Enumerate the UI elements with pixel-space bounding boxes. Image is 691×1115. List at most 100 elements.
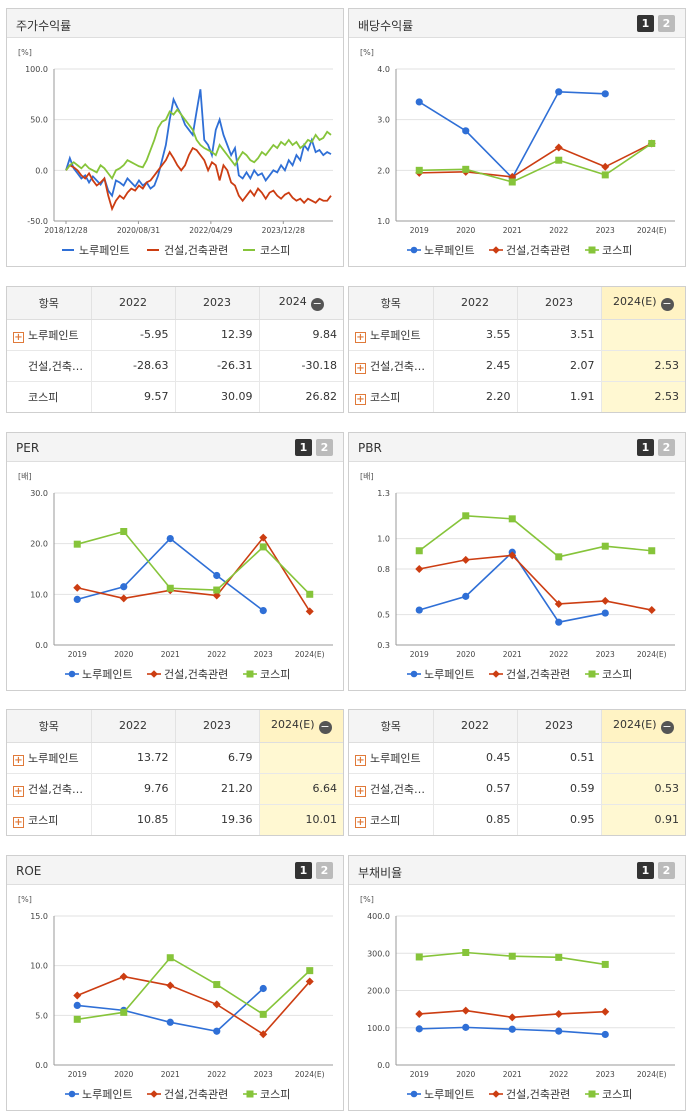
column-header: 2023 bbox=[516, 287, 601, 320]
page-1-button[interactable]: 1 bbox=[637, 862, 654, 879]
table-cell: 0.59 bbox=[516, 772, 601, 804]
row-label: 노루페인트 bbox=[370, 751, 421, 765]
data-point bbox=[166, 954, 174, 962]
expand-icon[interactable]: + bbox=[355, 331, 366, 343]
row-name: + 노루페인트 bbox=[349, 741, 433, 773]
page-2-button[interactable]: 2 bbox=[316, 862, 333, 879]
per-panel: PER 1 2 [배] 30.0 20.0 10.0 0.0 2019 2020 2021 20… bbox=[6, 432, 344, 691]
collapse-icon[interactable]: − bbox=[660, 719, 674, 734]
page-2-button[interactable]: 2 bbox=[658, 439, 675, 456]
table-row: 건설,건축… -28.63 -26.31 -30.18 bbox=[7, 349, 343, 381]
x-tick-label: 2022 bbox=[549, 1070, 568, 1079]
legend-label: 노루페인트 bbox=[79, 244, 130, 257]
table-cell: 6.64 bbox=[258, 772, 343, 804]
column-header-label: 2022 bbox=[461, 719, 489, 733]
collapse-icon[interactable]: − bbox=[310, 296, 324, 311]
data-point bbox=[462, 165, 470, 173]
page-2-button[interactable]: 2 bbox=[658, 862, 675, 879]
table-cell: 19.36 bbox=[174, 803, 259, 835]
legend-marker bbox=[150, 1090, 158, 1098]
y-tick-label: 50.0 bbox=[30, 116, 48, 125]
column-header-label: 항목 bbox=[380, 719, 401, 733]
series-line bbox=[77, 537, 264, 612]
panel-header: 부채비율 1 2 bbox=[349, 856, 685, 885]
y-tick-label: 0.8 bbox=[377, 565, 390, 574]
column-header: 2024(E) − bbox=[600, 287, 685, 320]
data-point bbox=[119, 972, 128, 981]
legend-item: 건설,건축관련 bbox=[147, 668, 228, 681]
legend-label: 건설,건축관련 bbox=[164, 1088, 228, 1101]
page-1-button[interactable]: 1 bbox=[637, 15, 654, 32]
x-tick-label: 2019 bbox=[410, 1070, 429, 1079]
table-cell: 6.79 bbox=[174, 741, 259, 773]
row-label: 건설,건축… bbox=[370, 359, 425, 373]
table-row: 코스피 9.57 30.09 26.82 bbox=[7, 380, 343, 412]
page-2-button[interactable]: 2 bbox=[316, 439, 333, 456]
table-cell: 0.51 bbox=[516, 741, 601, 773]
data-point bbox=[166, 981, 175, 990]
expand-icon[interactable]: + bbox=[355, 816, 366, 828]
row-name: + 노루페인트 bbox=[349, 318, 433, 350]
table-cell: 10.85 bbox=[90, 803, 175, 835]
page-1-button[interactable]: 1 bbox=[295, 862, 312, 879]
data-table: 항목 2022 2023 2024(E) − + 노루페인트 0.45 0.51 + 건설,건축… 0… bbox=[349, 710, 685, 835]
legend-label: 건설,건축관련 bbox=[164, 244, 228, 257]
column-header: 2023 bbox=[516, 710, 601, 743]
y-tick-label: 0.0 bbox=[35, 166, 48, 175]
legend-marker bbox=[492, 1090, 500, 1098]
row-name: + 코스피 bbox=[349, 803, 433, 835]
data-point bbox=[601, 1007, 610, 1016]
table-cell: 10.01 bbox=[258, 803, 343, 835]
column-header-label: 2024(E) bbox=[612, 717, 657, 731]
legend-label: 코스피 bbox=[260, 668, 290, 681]
panel-header: ROE 1 2 bbox=[7, 856, 343, 885]
legend-item: 노루페인트 bbox=[407, 668, 475, 681]
column-header-label: 2023 bbox=[203, 296, 231, 310]
data-point bbox=[213, 1027, 221, 1035]
expand-icon[interactable]: + bbox=[13, 785, 24, 797]
page-1-button[interactable]: 1 bbox=[637, 439, 654, 456]
data-table: 항목 2022 2023 2024(E) − + 노루페인트 3.55 3.51 + 건설,건축… 2… bbox=[349, 287, 685, 412]
x-tick-label: 2021 bbox=[161, 1070, 180, 1079]
x-tick-label: 2024(E) bbox=[637, 1070, 667, 1079]
series-line bbox=[419, 142, 653, 183]
legend-label: 노루페인트 bbox=[424, 1088, 475, 1101]
data-point bbox=[415, 98, 423, 106]
column-header: 항목 bbox=[7, 710, 91, 743]
page-1-button[interactable]: 1 bbox=[295, 439, 312, 456]
collapse-icon[interactable]: − bbox=[660, 296, 674, 311]
page-2-button[interactable]: 2 bbox=[658, 15, 675, 32]
x-tick-label: 2018/12/28 bbox=[44, 226, 87, 235]
y-axis-unit: [%] bbox=[360, 48, 374, 57]
series-line bbox=[65, 89, 332, 198]
legend-marker bbox=[588, 246, 596, 254]
collapse-icon[interactable]: − bbox=[318, 719, 332, 734]
legend-label: 건설,건축관련 bbox=[506, 668, 570, 681]
expand-icon[interactable]: + bbox=[355, 754, 366, 766]
x-tick-label: 2021 bbox=[503, 650, 522, 659]
y-tick-label: 200.0 bbox=[367, 987, 390, 996]
data-point bbox=[415, 606, 423, 614]
row-name: 코스피 bbox=[7, 380, 91, 412]
legend-item: 노루페인트 bbox=[407, 244, 475, 257]
expand-icon[interactable]: + bbox=[355, 362, 366, 374]
expand-icon[interactable]: + bbox=[13, 331, 24, 343]
table-cell: 9.84 bbox=[258, 318, 343, 350]
pbr-chart: [배]1.3 1.0 0.8 0.5 0.3 2019 2020 2021 2022 2023 20… bbox=[360, 472, 675, 681]
panel-header: PBR 1 2 bbox=[349, 433, 685, 462]
expand-icon[interactable]: + bbox=[13, 754, 24, 766]
legend-marker bbox=[410, 670, 418, 678]
expand-icon[interactable]: + bbox=[13, 816, 24, 828]
series-line bbox=[77, 530, 311, 595]
table-cell: 3.51 bbox=[516, 318, 601, 350]
row-label: 노루페인트 bbox=[370, 328, 421, 342]
x-tick-label: 2019 bbox=[410, 650, 429, 659]
data-point bbox=[461, 1006, 470, 1015]
table-cell: 9.76 bbox=[90, 772, 175, 804]
pbr-panel: PBR 1 2 [배] 1.3 1.0 0.8 0.5 0.3 2019 2020 2021 20… bbox=[348, 432, 686, 691]
expand-icon[interactable]: + bbox=[355, 785, 366, 797]
expand-icon[interactable]: + bbox=[355, 393, 366, 405]
data-point bbox=[555, 1027, 563, 1035]
data-point bbox=[601, 596, 610, 605]
table-cell: 12.39 bbox=[174, 318, 259, 350]
